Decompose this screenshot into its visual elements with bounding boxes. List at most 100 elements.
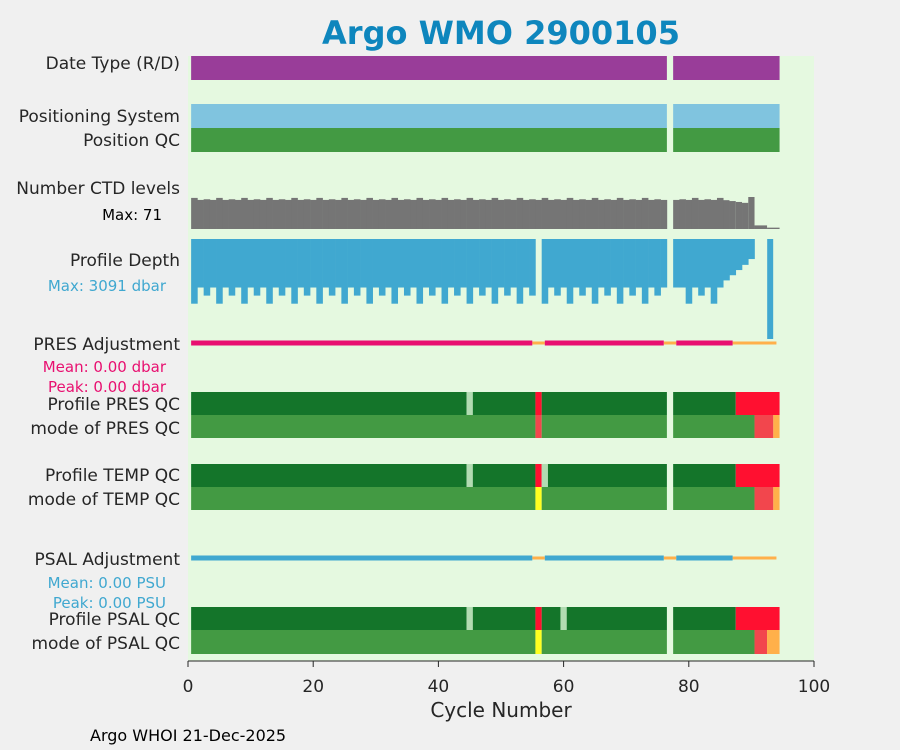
ctd-level-bar	[403, 199, 411, 229]
profile-psal-qc-segment	[735, 607, 780, 630]
profile-depth-bar	[209, 239, 217, 288]
ctd-level-bar	[322, 199, 330, 229]
ctd-level-bar	[197, 199, 204, 229]
ctd-level-bar	[704, 199, 712, 229]
profile-depth-bar	[504, 239, 511, 296]
profile-temp-qc-segment	[466, 464, 473, 487]
profile-depth-bar	[385, 239, 392, 288]
x-tick-label: 60	[553, 677, 575, 697]
ctd-level-bar	[310, 199, 317, 229]
profile-depth-bar	[297, 239, 305, 288]
positioning-system-segment	[673, 104, 780, 128]
ctd-level-bar	[191, 197, 198, 229]
ctd-level-bar	[541, 197, 549, 229]
profile-temp-qc-segment	[535, 464, 542, 487]
profile-depth-bar	[403, 239, 411, 296]
mode-pres-qc-segment	[773, 415, 780, 438]
profile-depth-row	[191, 239, 774, 339]
profile-depth-bar	[322, 239, 330, 288]
ctd-level-bar	[504, 199, 511, 229]
profile-depth-bar	[228, 239, 236, 296]
psal-adjustment-peak-label: Peak: 0.00 PSU	[53, 594, 166, 612]
ctd-level-bar	[341, 197, 348, 229]
profile-temp-qc-segment	[191, 464, 467, 487]
profile-depth-bar	[522, 239, 530, 288]
ctd-level-bar	[729, 201, 736, 229]
profile-depth-bar	[347, 239, 355, 288]
profile-depth-bar	[585, 239, 593, 288]
mode-pres-qc-segment	[535, 415, 542, 438]
profile-depth-bar	[222, 239, 229, 288]
profile-depth-bar	[547, 239, 555, 288]
ctd-level-bar	[429, 199, 436, 229]
ctd-level-bar	[422, 199, 430, 229]
ctd-level-bar	[535, 199, 542, 229]
profile-depth-bar	[247, 239, 255, 288]
ctd-level-bar	[648, 199, 655, 229]
profile-depth-bar	[278, 239, 286, 296]
ctd-level-bar	[716, 197, 724, 229]
ctd-level-bar	[291, 197, 298, 229]
mode-psal-qc-segment	[191, 630, 536, 654]
profile-depth-bar	[466, 239, 474, 304]
profile-depth-bar	[560, 239, 568, 288]
profile-temp-qc-row	[191, 464, 780, 487]
ctd-level-bar	[635, 199, 643, 229]
ctd-level-bar	[316, 197, 323, 229]
profile-depth-bar	[510, 239, 517, 288]
ctd-level-bar	[691, 197, 699, 229]
ctd-level-bar	[360, 199, 367, 229]
profile-depth-bar	[241, 239, 248, 304]
row-label-ctd-levels: Number CTD levels	[16, 179, 180, 199]
profile-depth-bar	[742, 239, 749, 265]
ctd-level-bar	[554, 199, 561, 229]
profile-depth-bar	[679, 239, 686, 288]
profile-depth-bar	[554, 239, 561, 296]
ctd-level-bar	[234, 199, 242, 229]
positioning-system-row	[191, 104, 780, 128]
ctd-level-bar	[222, 199, 229, 229]
ctd-level-bar	[629, 199, 636, 229]
ctd-level-bar	[754, 225, 768, 229]
profile-depth-bar	[485, 239, 492, 288]
mode-psal-qc-row	[191, 630, 780, 654]
position-qc-segment	[673, 128, 780, 152]
profile-depth-bar	[566, 239, 574, 304]
profile-depth-bar	[435, 239, 442, 288]
ctd-level-bar	[529, 199, 536, 229]
profile-depth-bar	[310, 239, 317, 288]
profile-depth-bar	[516, 239, 524, 304]
ctd-level-bar	[510, 199, 517, 229]
profile-depth-bar	[654, 239, 661, 296]
mode-temp-qc-segment	[773, 487, 780, 510]
ctd-level-bar	[347, 199, 355, 229]
profile-depth-bar	[447, 239, 455, 288]
profile-temp-qc-segment	[735, 464, 780, 487]
ctd-max-label: Max: 71	[102, 206, 162, 224]
ctd-level-bar	[385, 199, 392, 229]
row-label-profile-depth: Profile Depth	[70, 251, 180, 271]
ctd-level-bar	[479, 199, 486, 229]
footer-text: Argo WHOI 21-Dec-2025	[90, 726, 286, 745]
profile-depth-bar	[723, 239, 730, 281]
mode-psal-qc-segment	[767, 630, 780, 654]
date-type-segment	[673, 56, 780, 80]
profile-depth-bar	[460, 239, 467, 288]
ctd-level-bar	[372, 199, 380, 229]
profile-depth-bar	[454, 239, 461, 296]
ctd-level-bar	[685, 199, 693, 229]
pres-adjustment-mean-label: Mean: 0.00 dbar	[43, 358, 167, 376]
ctd-level-bar	[560, 199, 568, 229]
row-label-pres-adjustment: PRES Adjustment	[33, 335, 180, 355]
profile-depth-bar	[397, 239, 405, 288]
profile-depth-bar	[422, 239, 430, 288]
ctd-level-bar	[397, 199, 405, 229]
profile-depth-bar	[579, 239, 586, 296]
profile-depth-bar	[316, 239, 323, 304]
profile-depth-bar	[735, 239, 743, 271]
chart-title: Argo WMO 2900105	[322, 14, 680, 52]
profile-pres-qc-row	[191, 392, 780, 415]
profile-pres-qc-segment	[535, 392, 542, 415]
ctd-level-bar	[497, 199, 505, 229]
profile-psal-qc-segment	[191, 607, 467, 630]
